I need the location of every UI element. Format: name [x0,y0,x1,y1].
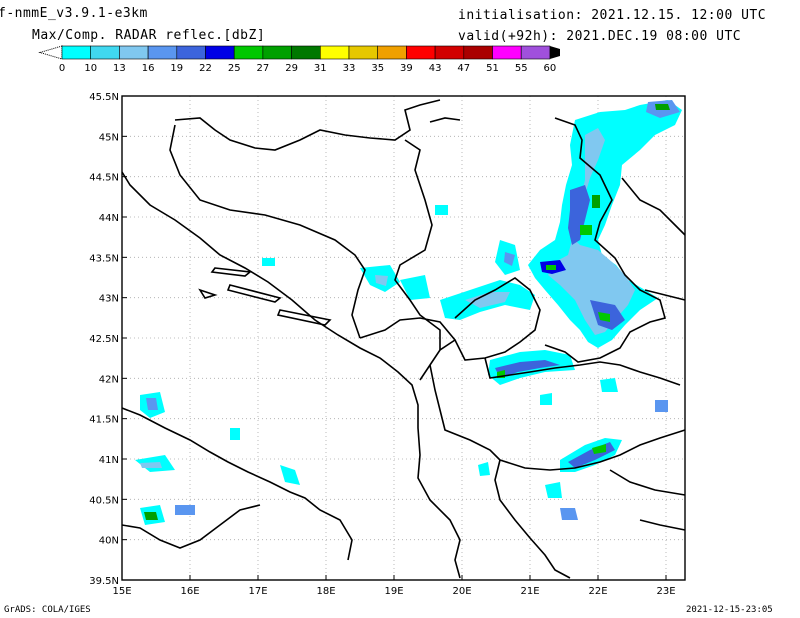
lon-label: 22E [588,586,607,597]
lat-label: 41N [99,455,119,466]
colorbar-label: 22 [199,63,212,74]
product-title: Max/Comp. RADAR reflec.[dbZ] [32,28,266,43]
colorbar-label: 13 [113,63,126,74]
lon-label: 20E [452,586,471,597]
reflectivity-colorbar: 0 10 13 16 19 22 25 27 29 31 33 35 39 43 47 51 55 60 [38,45,560,74]
lat-label: 45N [99,132,119,143]
colorbar-label: 16 [142,63,155,74]
colorbar-label: 43 [429,63,442,74]
coastlines-borders [121,99,686,579]
latitude-labels: 45.5N 45N 44.5N 44N 43.5N 43N 42.5N 42N 41.5N 41N… [89,92,127,587]
lon-label: 21E [520,586,539,597]
lat-label: 42.5N [89,334,119,345]
colorbar-label: 19 [170,63,183,74]
colorbar-label: 35 [371,63,384,74]
colorbar-label: 51 [486,63,499,74]
radar-echoes [135,100,682,525]
lat-label: 40N [99,536,119,547]
lat-label: 43.5N [89,253,119,264]
lat-label: 39.5N [89,576,119,587]
lon-label: 19E [384,586,403,597]
initialisation-time: initialisation: 2021.12.15. 12:00 UTC [458,8,767,23]
colorbar-label: 0 [59,63,65,74]
colorbar-label: 27 [257,63,270,74]
lat-label: 43N [99,294,119,305]
footer-credit: GrADS: COLA/IGES [4,605,91,615]
lat-label: 44N [99,213,119,224]
lat-label: 42N [99,374,119,385]
footer-timestamp: 2021-12-15-23:05 [686,605,773,615]
colorbar-label: 10 [84,63,97,74]
lat-label: 44.5N [89,173,119,184]
lon-label: 18E [316,586,335,597]
model-title: f-nmmE_v3.9.1-e3km [0,6,148,21]
longitude-labels: 15E 16E 17E 18E 19E 20E 21E 22E 23E [112,575,676,597]
colorbar-label: 55 [515,63,528,74]
colorbar-label: 25 [228,63,241,74]
colorbar-label: 39 [400,63,413,74]
lon-label: 16E [180,586,199,597]
lon-label: 17E [248,586,267,597]
lat-label: 40.5N [89,495,119,506]
colorbar-label: 60 [544,63,557,74]
lon-label: 23E [656,586,675,597]
colorbar-over-arrow [549,46,560,59]
valid-time: valid(+92h): 2021.DEC.19 08:00 UTC [458,29,742,44]
lon-label: 15E [112,586,131,597]
colorbar-label: 33 [343,63,356,74]
colorbar-label: 31 [314,63,327,74]
colorbar-label: 29 [285,63,298,74]
lat-label: 45.5N [89,92,119,103]
lat-label: 41.5N [89,415,119,426]
colorbar-label: 47 [457,63,470,74]
